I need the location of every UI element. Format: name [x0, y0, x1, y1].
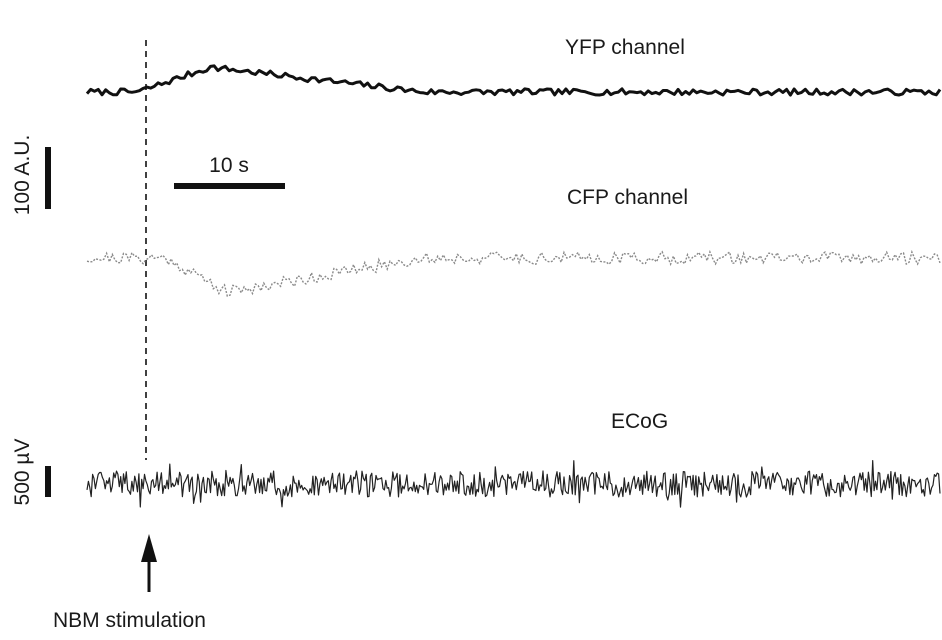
cfp-label: CFP channel: [567, 186, 688, 209]
cfp-trace: [86, 249, 941, 298]
ecog-scale-bar: [45, 466, 51, 497]
yfp-trace: [85, 64, 942, 97]
fluorescence-scale-bar: [45, 147, 51, 209]
stimulus-arrow-head: [141, 534, 157, 562]
time-scale-label: 10 s: [209, 154, 249, 177]
ecog-label: ECoG: [611, 410, 668, 433]
stimulus-label: NBM stimulation: [53, 609, 206, 632]
yfp-label: YFP channel: [565, 36, 685, 59]
ecog-trace: [86, 460, 941, 508]
fluorescence-scale-label: 100 A.U.: [11, 135, 34, 216]
time-scale-bar: [174, 183, 285, 189]
ecog-scale-label: 500 µV: [11, 439, 34, 506]
